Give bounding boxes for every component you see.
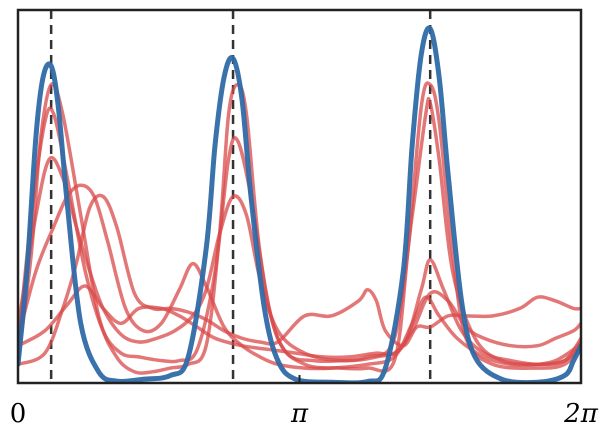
sample-series-group (18, 81, 581, 375)
target-series-group (18, 25, 581, 383)
sample-series-6 (18, 284, 581, 360)
x-axis: 0 π 2π (10, 375, 599, 429)
sample-series-3 (18, 156, 581, 367)
reference-lines (49, 10, 432, 383)
sample-series-1 (18, 81, 581, 375)
target-series (18, 25, 581, 383)
x-tick-label-2: π (290, 399, 309, 429)
x-tick-label-3: 2π (563, 399, 599, 429)
sample-series-5 (18, 193, 581, 367)
x-tick-label-1: 0 (10, 399, 27, 429)
